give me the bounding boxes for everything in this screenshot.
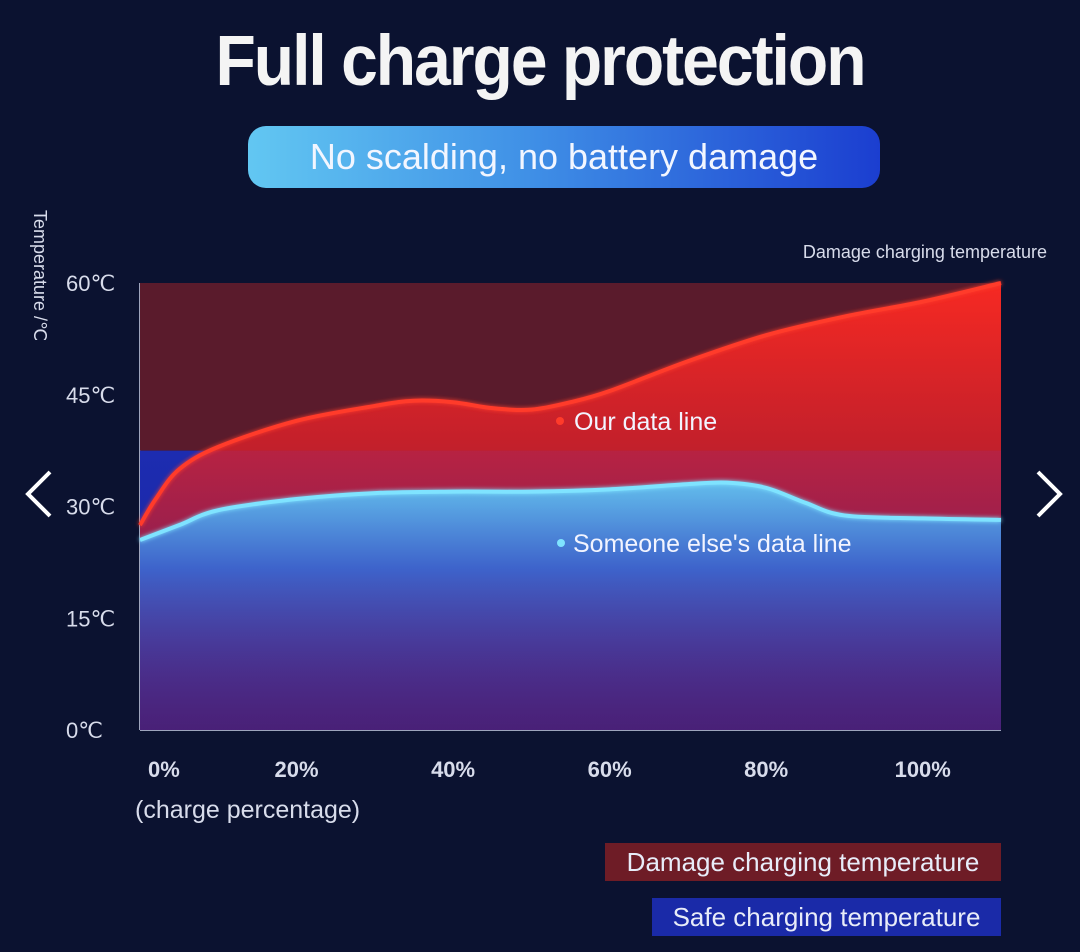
our-data-line (138, 281, 1002, 527)
x-tick-label: 100% (895, 757, 951, 782)
x-tick-label: 40% (431, 757, 475, 782)
y-tick-label: 0℃ (66, 718, 103, 743)
y-tick-label: 15℃ (66, 606, 115, 631)
others-data-line (139, 480, 1002, 542)
y-axis-label: Temperature /℃ (30, 210, 50, 341)
y-tick-label: 30℃ (66, 495, 115, 520)
our-data-line-label: Our data line (574, 408, 717, 436)
page-title: Full charge protection (215, 20, 866, 100)
previous-slide-button[interactable] (18, 462, 58, 526)
others-data-line-marker (557, 539, 565, 547)
our-data-line-marker (556, 417, 564, 425)
x-tick-label: 0% (148, 757, 180, 782)
y-tick-label: 45℃ (66, 383, 115, 408)
chevron-left-icon (25, 470, 52, 518)
next-slide-button[interactable] (1030, 462, 1070, 526)
y-tick-label: 60℃ (66, 271, 115, 296)
others-data-line-area (140, 482, 1001, 730)
x-axis-label: (charge percentage) (135, 796, 360, 824)
legend-safe-temperature: Safe charging temperature (652, 898, 1001, 936)
legend-damage-temperature: Damage charging temperature (605, 843, 1001, 881)
x-tick-label: 20% (275, 757, 319, 782)
x-tick-label: 60% (588, 757, 632, 782)
others-data-line-label: Someone else's data line (573, 530, 852, 558)
x-tick-label: 80% (744, 757, 788, 782)
chevron-right-icon (1036, 470, 1063, 518)
damage-zone-label: Damage charging temperature (803, 242, 1047, 262)
subtitle-badge: No scalding, no battery damage (248, 126, 880, 188)
